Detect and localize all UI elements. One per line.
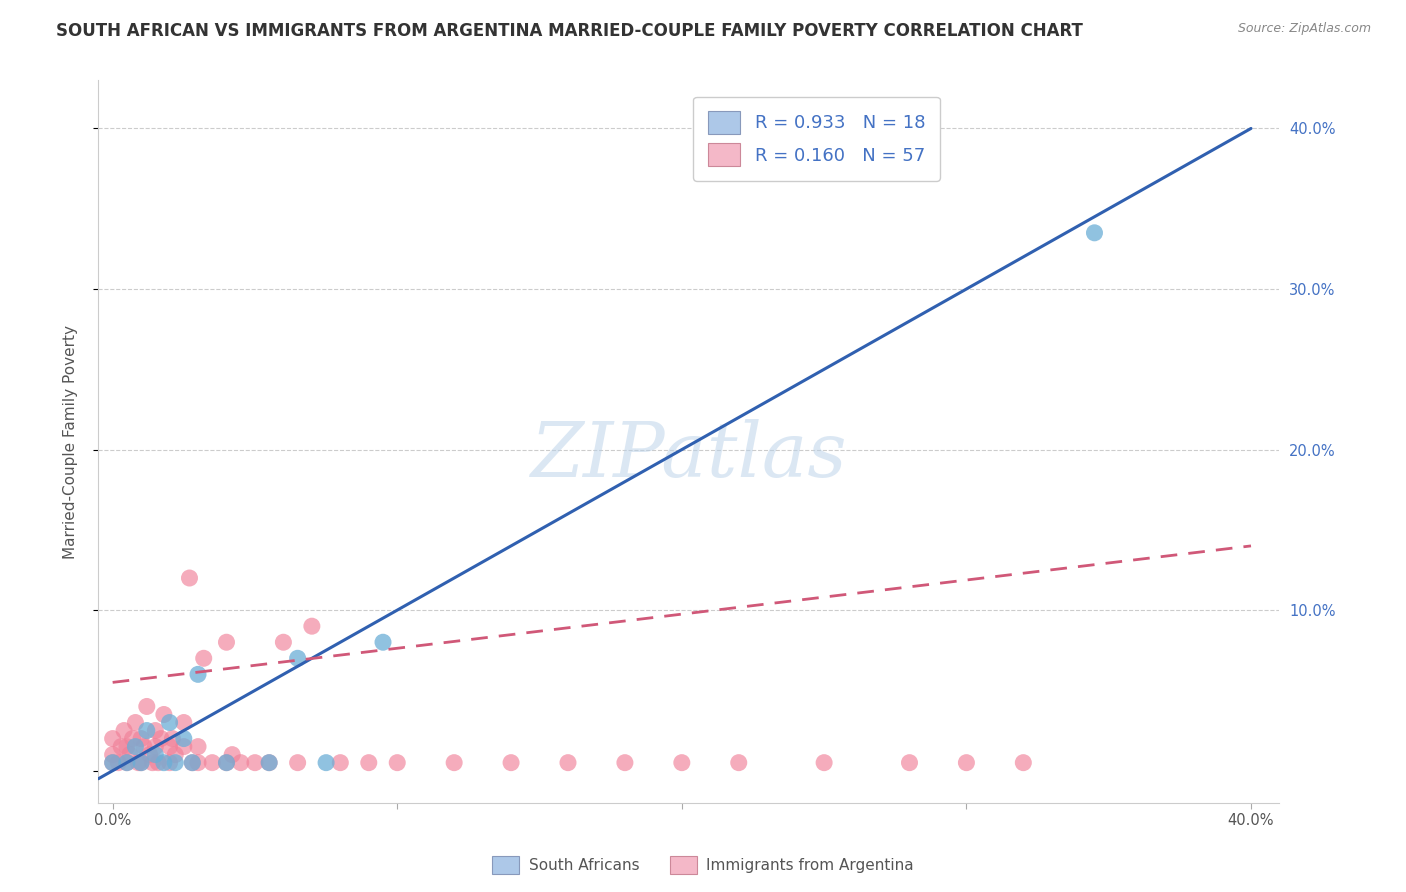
Y-axis label: Married-Couple Family Poverty: Married-Couple Family Poverty bbox=[63, 325, 77, 558]
Point bbox=[115, 756, 138, 770]
Point bbox=[124, 715, 146, 730]
Point bbox=[1012, 756, 1035, 770]
Point bbox=[107, 756, 129, 770]
Point bbox=[329, 756, 352, 770]
Point bbox=[110, 739, 132, 754]
Point bbox=[443, 756, 465, 770]
Point bbox=[499, 756, 522, 770]
Point bbox=[955, 756, 977, 770]
Point bbox=[201, 756, 224, 770]
Point bbox=[173, 731, 195, 746]
Legend: R = 0.933   N = 18, R = 0.160   N = 57: R = 0.933 N = 18, R = 0.160 N = 57 bbox=[693, 96, 939, 181]
Point bbox=[215, 635, 238, 649]
Point bbox=[165, 756, 187, 770]
Point bbox=[181, 756, 204, 770]
Point bbox=[112, 723, 135, 738]
Point bbox=[143, 739, 166, 754]
Point bbox=[143, 723, 166, 738]
Point bbox=[150, 731, 173, 746]
Point bbox=[287, 756, 309, 770]
Point bbox=[115, 756, 138, 770]
Point bbox=[101, 756, 124, 770]
Point bbox=[121, 731, 143, 746]
Point bbox=[129, 756, 152, 770]
Point bbox=[101, 756, 124, 770]
Point bbox=[187, 756, 209, 770]
Point bbox=[187, 739, 209, 754]
Point bbox=[181, 756, 204, 770]
Point bbox=[357, 756, 380, 770]
Point bbox=[813, 756, 835, 770]
Point bbox=[153, 756, 176, 770]
Point bbox=[557, 756, 579, 770]
Point bbox=[101, 731, 124, 746]
Point bbox=[129, 731, 152, 746]
Point bbox=[132, 739, 155, 754]
Point bbox=[118, 747, 141, 762]
Point bbox=[727, 756, 749, 770]
Point bbox=[115, 739, 138, 754]
Point bbox=[173, 715, 195, 730]
Point bbox=[371, 635, 394, 649]
Point bbox=[671, 756, 693, 770]
Text: Source: ZipAtlas.com: Source: ZipAtlas.com bbox=[1237, 22, 1371, 36]
Point bbox=[287, 651, 309, 665]
Point bbox=[187, 667, 209, 681]
Point bbox=[215, 756, 238, 770]
Point bbox=[315, 756, 337, 770]
Point bbox=[159, 715, 181, 730]
Text: ZIPatlas: ZIPatlas bbox=[530, 419, 848, 493]
Point bbox=[1083, 226, 1105, 240]
Point bbox=[162, 731, 184, 746]
Point bbox=[127, 756, 149, 770]
Point bbox=[141, 756, 163, 770]
Point bbox=[143, 747, 166, 762]
Point bbox=[257, 756, 280, 770]
Point bbox=[138, 747, 160, 762]
Point bbox=[135, 699, 157, 714]
Point bbox=[229, 756, 252, 770]
Point bbox=[221, 747, 243, 762]
Point bbox=[179, 571, 201, 585]
Point bbox=[387, 756, 409, 770]
Point bbox=[243, 756, 266, 770]
Point bbox=[101, 747, 124, 762]
Point bbox=[165, 747, 187, 762]
Point bbox=[159, 739, 181, 754]
Point bbox=[159, 756, 181, 770]
Point bbox=[193, 651, 215, 665]
Legend: South Africans, Immigrants from Argentina: South Africans, Immigrants from Argentin… bbox=[486, 850, 920, 880]
Point bbox=[148, 756, 170, 770]
Point bbox=[898, 756, 921, 770]
Point bbox=[273, 635, 295, 649]
Point bbox=[257, 756, 280, 770]
Point bbox=[153, 707, 176, 722]
Text: SOUTH AFRICAN VS IMMIGRANTS FROM ARGENTINA MARRIED-COUPLE FAMILY POVERTY CORRELA: SOUTH AFRICAN VS IMMIGRANTS FROM ARGENTI… bbox=[56, 22, 1083, 40]
Point bbox=[173, 739, 195, 754]
Point bbox=[135, 723, 157, 738]
Point bbox=[301, 619, 323, 633]
Point bbox=[613, 756, 636, 770]
Point bbox=[124, 739, 146, 754]
Point bbox=[215, 756, 238, 770]
Point bbox=[129, 756, 152, 770]
